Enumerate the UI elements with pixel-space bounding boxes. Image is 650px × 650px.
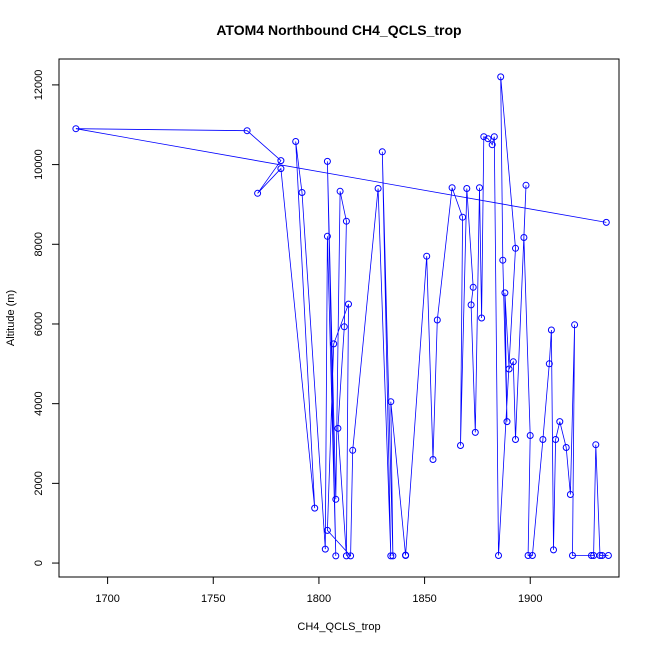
data-point [402, 551, 410, 559]
series-line [75, 76, 609, 557]
data-point [569, 552, 576, 559]
data-point [72, 125, 80, 133]
data-point [298, 189, 306, 196]
data-point [389, 552, 397, 560]
data-point [448, 184, 456, 192]
data-point [311, 504, 319, 512]
data-point [550, 546, 557, 554]
data-point [499, 256, 507, 264]
data-point [547, 326, 555, 334]
x-axis-label: CH4_QCLS_trop [297, 621, 380, 633]
y-tick-label: 4000 [33, 391, 45, 415]
data-point [345, 300, 352, 308]
x-tick-label: 1750 [201, 593, 225, 605]
data-point [243, 127, 251, 135]
data-point [342, 217, 350, 225]
data-point [323, 526, 331, 534]
data-point [512, 436, 519, 443]
data-point [522, 181, 530, 189]
x-axis: 1700 1750 1800 1850 1900 [95, 576, 542, 605]
data-point [469, 283, 477, 291]
data-point [503, 418, 511, 426]
data-point [330, 340, 338, 348]
data-point [340, 323, 348, 331]
data-point [423, 252, 431, 260]
data-point [323, 232, 331, 240]
data-point [332, 552, 340, 560]
data-point [387, 398, 395, 406]
data-point [539, 436, 547, 443]
data-point [505, 365, 513, 373]
data-point [592, 441, 600, 449]
data-point [476, 184, 483, 192]
y-tick-label: 0 [33, 560, 45, 566]
x-tick-label: 1800 [307, 593, 331, 605]
data-point [501, 289, 509, 297]
data-point [556, 418, 564, 426]
data-point [471, 428, 479, 436]
data-point [342, 552, 350, 560]
data-point [254, 189, 262, 197]
data-point [566, 491, 574, 498]
data-point [387, 552, 395, 560]
data-point [604, 552, 612, 559]
data-point [528, 552, 536, 559]
data-point [602, 218, 610, 226]
data-point [457, 442, 464, 449]
data-point [562, 444, 570, 451]
data-point [467, 301, 475, 309]
data-point [332, 495, 340, 503]
data-point [347, 552, 355, 560]
data-point [349, 446, 357, 454]
data-point [323, 157, 331, 165]
data-point [480, 133, 488, 141]
data-point [488, 141, 496, 149]
data-point [378, 148, 386, 156]
data-point [520, 234, 528, 241]
data-point [463, 185, 471, 192]
y-tick-label: 6000 [33, 312, 45, 336]
x-tick-label: 1850 [412, 593, 436, 605]
data-point [490, 133, 498, 141]
y-tick-label: 2000 [33, 471, 45, 495]
data-point [545, 360, 553, 368]
data-point [596, 552, 604, 559]
data-point [292, 138, 300, 145]
series-layer [72, 73, 612, 560]
data-point [277, 165, 285, 173]
data-point [512, 244, 519, 252]
x-tick-label: 1900 [518, 593, 542, 605]
data-point [552, 436, 560, 443]
data-point [495, 552, 502, 559]
y-axis: 0 2000 4000 6000 8000 10000 12000 [33, 70, 60, 566]
data-point [484, 135, 492, 143]
data-point [478, 314, 486, 322]
data-point [588, 552, 595, 559]
data-point [277, 157, 285, 165]
chart-title: ATOM4 Northbound CH4_QCLS_trop [216, 22, 461, 38]
data-point [321, 545, 329, 553]
data-point [524, 552, 532, 559]
y-tick-label: 8000 [33, 232, 45, 256]
x-tick-label: 1700 [95, 593, 119, 605]
y-tick-label: 12000 [33, 70, 45, 101]
data-point [509, 358, 517, 366]
data-point [459, 213, 467, 221]
data-point [526, 432, 534, 439]
y-tick-label: 10000 [33, 149, 45, 180]
data-point [429, 456, 437, 463]
data-point [497, 73, 505, 81]
y-axis-label: Altitude (m) [5, 290, 17, 346]
data-point [571, 321, 579, 329]
data-point [374, 185, 382, 192]
data-point [433, 316, 441, 324]
data-point [336, 187, 344, 195]
data-point [334, 424, 342, 432]
